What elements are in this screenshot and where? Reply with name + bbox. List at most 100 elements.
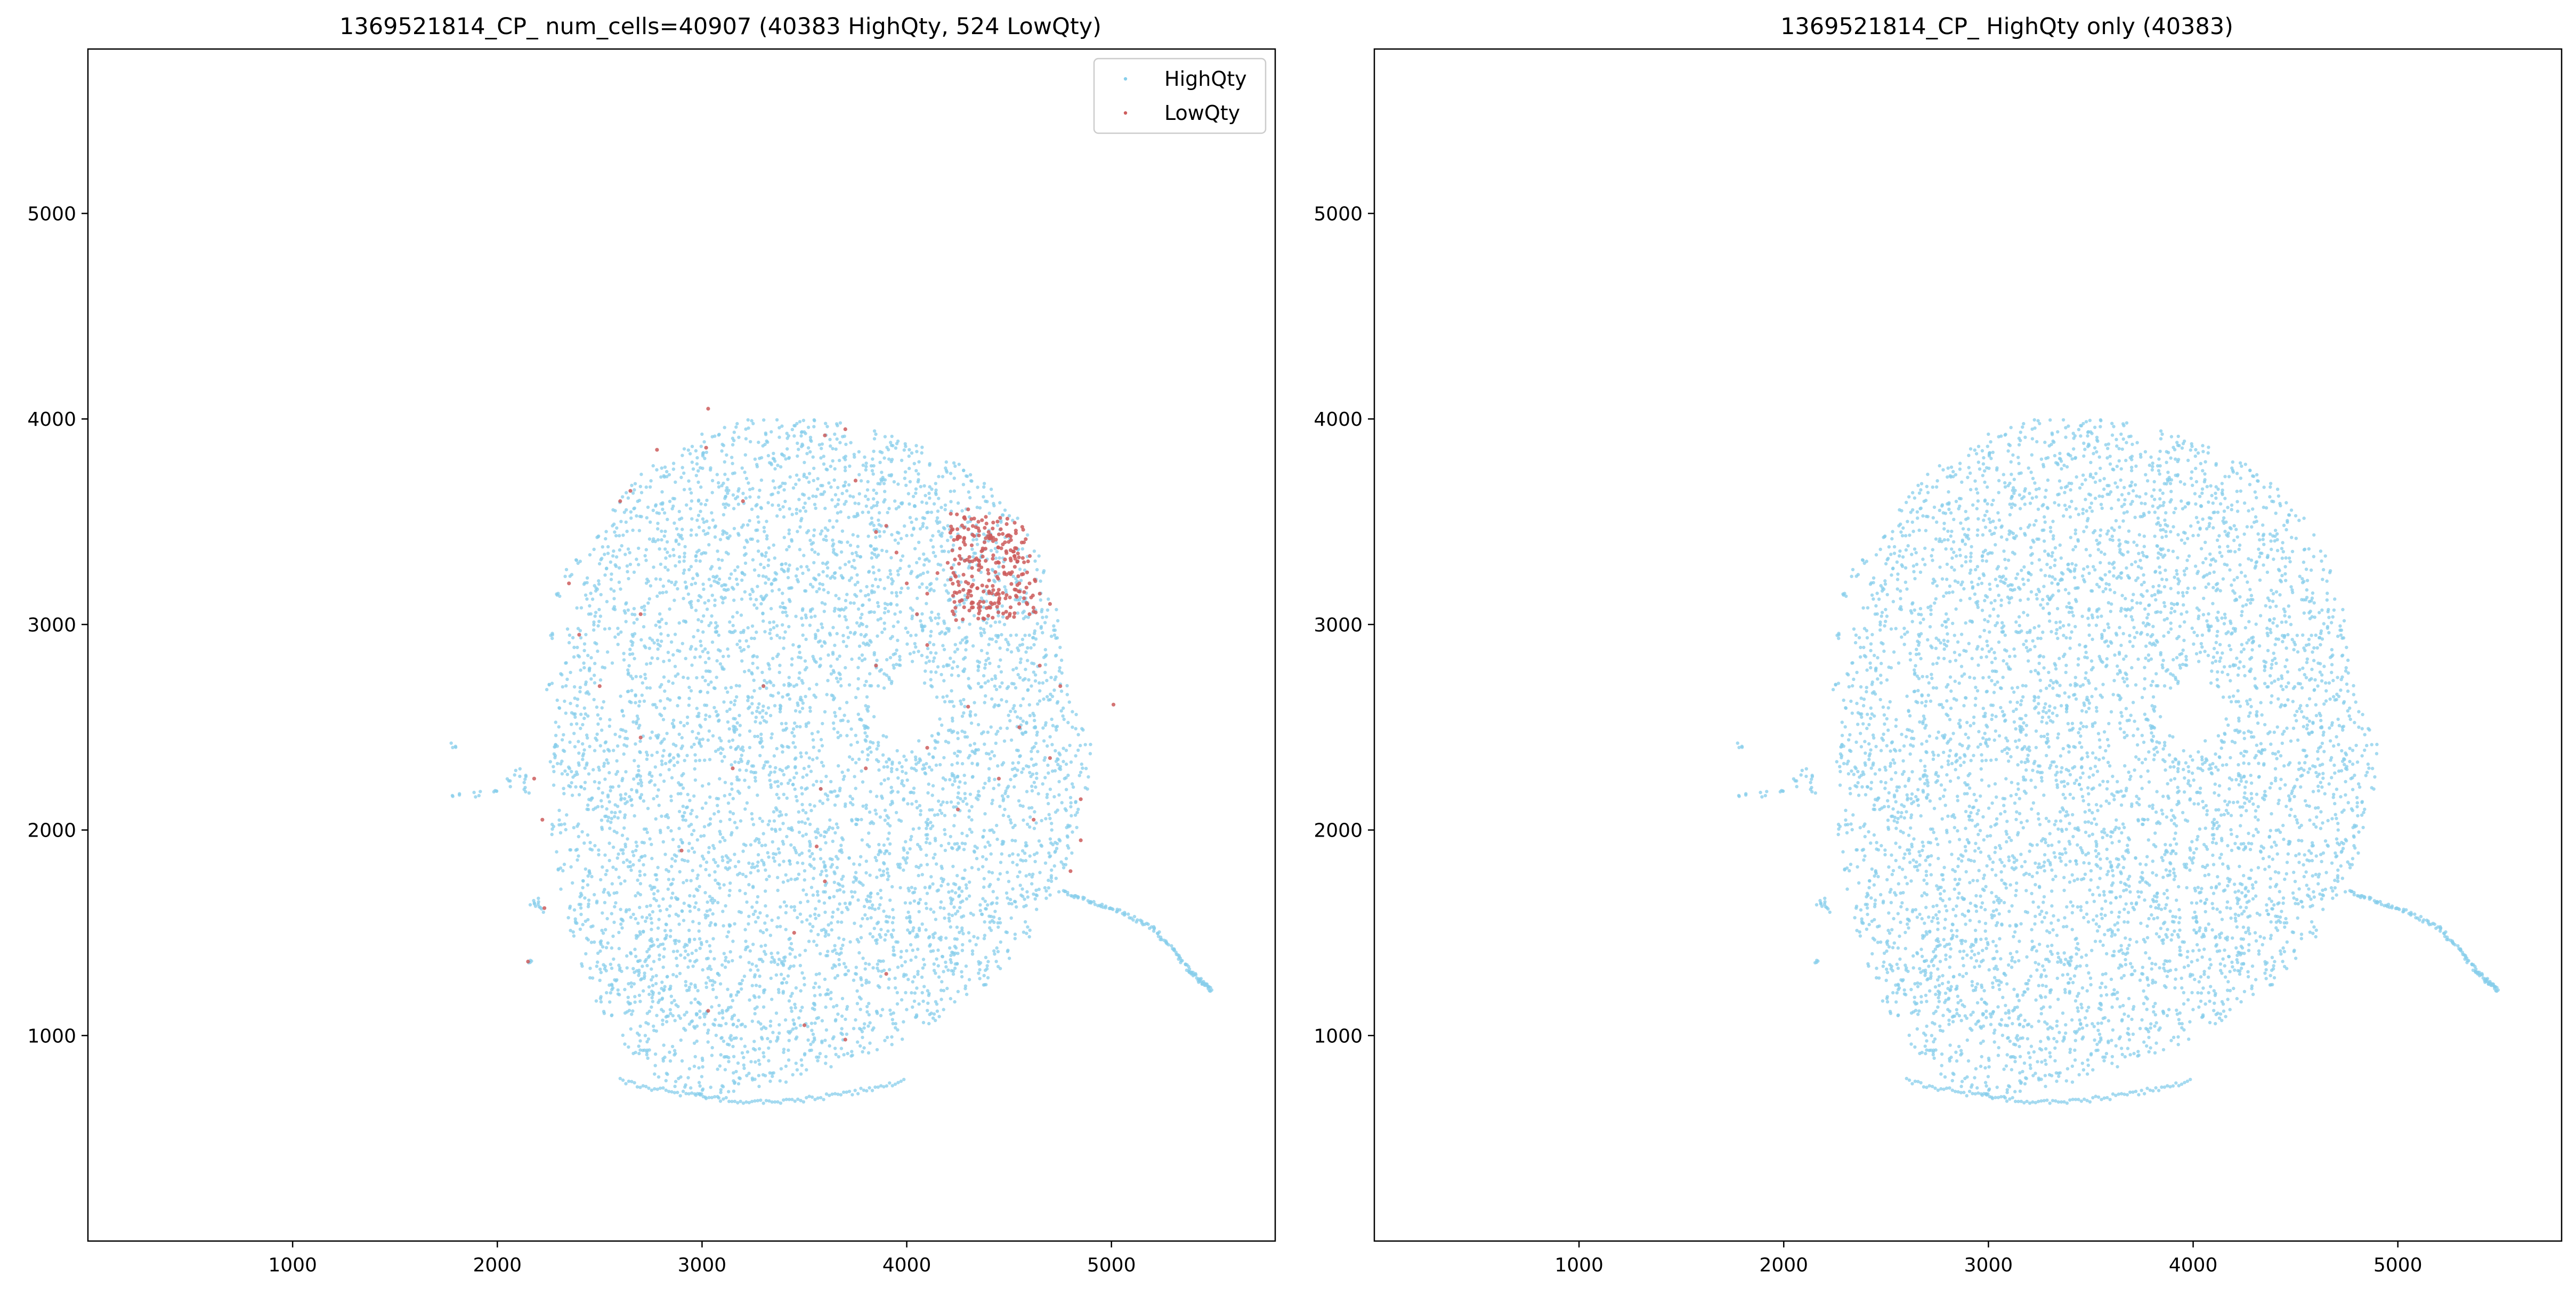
highqty-point: [854, 787, 857, 790]
highqty-point: [914, 633, 918, 637]
highqty-point: [955, 925, 959, 929]
highqty-point: [904, 771, 908, 775]
highqty-point: [677, 826, 681, 830]
highqty-point: [626, 668, 630, 672]
highqty-point: [792, 684, 796, 688]
highqty-point: [689, 812, 693, 816]
highqty-point: [673, 1019, 677, 1023]
highqty-point: [579, 726, 582, 731]
highqty-point: [662, 660, 666, 663]
highqty-point: [552, 783, 556, 787]
highqty-point: [691, 964, 695, 968]
highqty-point: [773, 577, 777, 581]
highqty-point: [928, 496, 931, 500]
highqty-point: [976, 669, 980, 672]
highqty-point: [720, 759, 724, 763]
highqty-point: [812, 534, 816, 538]
highqty-point: [810, 548, 814, 552]
highqty-point: [943, 583, 947, 587]
highqty-point: [765, 520, 768, 523]
highqty-point: [740, 578, 744, 582]
highqty-point: [892, 949, 896, 953]
highqty-point: [717, 481, 720, 485]
highqty-point: [1051, 724, 1055, 727]
highqty-point: [859, 589, 863, 593]
highqty-point: [833, 432, 837, 436]
highqty-point: [743, 1044, 747, 1048]
highqty-point: [921, 522, 925, 525]
highqty-point: [864, 806, 868, 810]
highqty-point: [759, 958, 763, 961]
highqty-point: [660, 529, 663, 533]
highqty-point: [839, 848, 843, 852]
highqty-point: [645, 1011, 650, 1015]
highqty-point: [1053, 678, 1057, 682]
highqty-point: [934, 971, 937, 975]
highqty-point: [687, 937, 692, 942]
highqty-point: [936, 948, 940, 952]
highqty-point: [856, 677, 861, 681]
highqty-point: [711, 844, 715, 848]
highqty-point: [687, 824, 691, 828]
highqty-point: [989, 624, 993, 628]
highqty-point: [994, 960, 998, 963]
highqty-point: [929, 826, 933, 831]
highqty-point: [848, 494, 852, 498]
highqty-point: [793, 1002, 797, 1007]
highqty-point: [913, 887, 917, 890]
highqty-point: [792, 909, 797, 912]
highqty-point: [838, 707, 842, 710]
highqty-point: [726, 720, 730, 724]
highqty-point: [1054, 749, 1057, 753]
highqty-point: [1022, 818, 1025, 822]
highqty-point: [879, 888, 882, 893]
highqty-point: [648, 485, 652, 489]
highqty-point: [761, 574, 765, 578]
highqty-point: [911, 495, 916, 498]
highqty-point: [914, 469, 918, 473]
highqty-point: [871, 565, 875, 569]
highqty-point: [1048, 837, 1052, 841]
highqty-point: [882, 587, 886, 590]
highqty-point: [974, 796, 978, 800]
highqty-point: [931, 933, 935, 937]
highqty-point: [781, 750, 784, 754]
highqty-point: [570, 793, 574, 797]
highqty-point: [1038, 871, 1042, 874]
highqty-point: [608, 718, 612, 722]
highqty-point: [649, 736, 652, 740]
highqty-point: [705, 607, 709, 611]
highqty-point: [618, 735, 622, 739]
highqty-point: [1016, 853, 1020, 857]
highqty-point: [768, 1040, 772, 1043]
highqty-point: [842, 937, 846, 942]
highqty-point: [879, 896, 883, 900]
highqty-point: [987, 643, 991, 646]
highqty-point: [677, 939, 681, 943]
highqty-point: [903, 901, 908, 905]
highqty-point: [630, 643, 634, 647]
highqty-point: [747, 785, 751, 789]
highqty-point: [795, 421, 799, 426]
highqty-point: [965, 886, 969, 890]
highqty-point: [700, 1075, 704, 1079]
highqty-point: [671, 891, 675, 895]
highqty-point: [1030, 784, 1034, 788]
highqty-point: [1064, 857, 1068, 861]
highqty-point: [651, 975, 655, 979]
highqty-point: [666, 634, 670, 637]
highqty-point: [682, 488, 686, 491]
points-layer: [449, 418, 1214, 1105]
highqty-point: [976, 485, 979, 489]
highqty-point: [625, 966, 629, 970]
highqty-point: [584, 919, 588, 923]
highqty-point: [677, 732, 681, 736]
highqty-point: [740, 753, 744, 757]
highqty-point: [911, 929, 915, 933]
highqty-point: [624, 770, 628, 774]
highqty-point: [941, 800, 945, 804]
highqty-point: [942, 988, 946, 993]
highqty-point: [992, 787, 995, 790]
highqty-point: [787, 1048, 790, 1052]
highqty-point: [776, 464, 780, 467]
